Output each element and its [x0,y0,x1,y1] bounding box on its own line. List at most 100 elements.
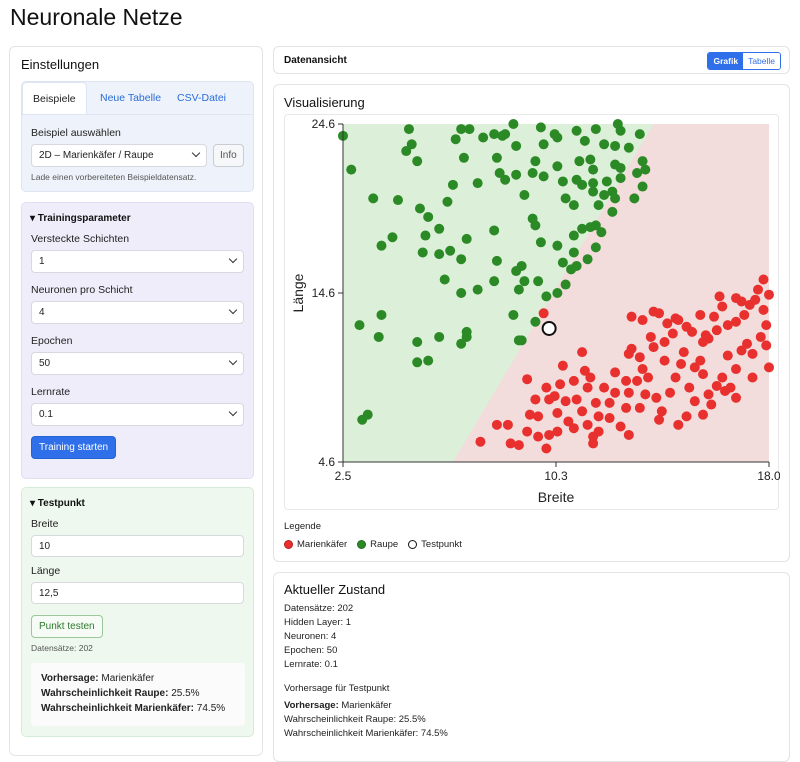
start-training-button[interactable]: Training starten [31,436,117,459]
learning-rate-select[interactable]: 0.1 [31,403,244,426]
raupe-point [508,309,519,320]
chevron-down-icon [228,356,238,366]
toggle-tabelle[interactable]: Tabelle [743,53,780,69]
raupe-point [552,161,563,172]
marienkaefer-point [659,337,670,348]
state-panel: Aktueller Zustand Datensätze: 202 Hidden… [273,572,790,762]
raupe-point [568,200,579,211]
legend-label-raupe: Raupe [370,539,399,550]
raupe-point [538,171,549,182]
tab-csv-datei[interactable]: CSV-Datei [177,92,227,104]
test-point-marker [541,320,557,336]
raupe-point [412,156,423,167]
raupe-point [615,162,626,173]
marienkaefer-point [687,326,698,337]
raupe-point [516,335,527,346]
raupe-point [535,122,546,133]
raupe-point [489,276,500,287]
marienkaefer-point [667,328,678,339]
testpoint-box: ▾ Testpunkt Breite 10 Länge 12,5 Punkt t… [21,487,254,737]
length-input[interactable]: 12,5 [31,582,244,604]
epochs-select[interactable]: 50 [31,352,244,375]
example-select[interactable]: 2D – Marienkäfer / Raupe [31,144,207,167]
marienkaefer-point [533,431,544,442]
state-epochs: Epochen: 50 [284,645,338,656]
raupe-point [434,331,445,342]
marienkaefer-point [541,382,552,393]
marienkaefer-point [552,407,563,418]
raupe-point [406,139,417,150]
prob-mk-label: Wahrscheinlichkeit Marienkäfer: [41,703,195,714]
raupe-point [552,240,563,251]
marienkaefer-point [593,411,604,422]
marienkaefer-point [722,320,733,331]
neurons-select[interactable]: 4 [31,301,244,324]
scatter-plot[interactable]: 2.5 10.3 18.0 4.6 14.6 24.6 Breite Länge [285,115,780,511]
hidden-layers-select[interactable]: 1 [31,250,244,273]
raupe-point [414,203,425,214]
prediction-label: Vorhersage: [41,673,99,684]
raupe-point [623,142,634,153]
state-records: Datensätze: 202 [284,603,354,614]
raupe-point [472,284,483,295]
raupe-point [461,326,472,337]
marienkaefer-point [758,304,769,315]
marienkaefer-point [491,419,502,430]
marienkaefer-point [731,364,742,375]
marienkaefer-point [753,284,764,295]
raupe-point [461,233,472,244]
marienkaefer-point [717,301,728,312]
prediction-result: Vorhersage: Marienkäfer Wahrscheinlichke… [31,663,245,726]
raupe-point [588,178,599,189]
marienkaefer-point [670,313,681,324]
raupe-point [527,168,538,179]
raupe-point [557,257,568,268]
raupe-point [434,249,445,260]
marienkaefer-point [695,309,706,320]
raupe-point [533,276,544,287]
marienkaefer-point [590,397,601,408]
width-input[interactable]: 10 [31,535,244,557]
marienkaefer-point [637,315,648,326]
x-tick-label: 10.3 [544,469,568,483]
raupe-point [442,196,453,207]
toggle-grafik[interactable]: Grafik [708,53,744,69]
marienkaefer-point [689,362,700,373]
marienkaefer-point [739,309,750,320]
chevron-down-icon [228,254,238,264]
raupe-point [530,220,541,231]
state-prob-mk: Wahrscheinlichkeit Marienkäfer: 74.5% [284,728,448,739]
marienkaefer-point [676,358,687,369]
raupe-point [560,193,571,204]
marienkaefer-point [538,308,549,319]
settings-title: Einstellungen [21,57,100,72]
tab-beispiele[interactable]: Beispiele [22,82,87,115]
raupe-point [590,242,601,253]
y-axis-label: Länge [290,273,306,312]
raupe-point [634,129,645,140]
marienkaefer-point [656,406,667,417]
raupe-point [599,189,610,200]
x-axis-label: Breite [538,489,575,505]
testpoint-header[interactable]: ▾ Testpunkt [30,498,85,509]
green-dot-icon [357,540,367,549]
raupe-point [610,140,621,151]
raupe-point [401,146,412,157]
tab-neue-tabelle[interactable]: Neue Tabelle [100,92,162,104]
info-button[interactable]: Info [213,144,244,167]
raupe-point [456,254,467,265]
raupe-point [472,178,483,189]
marienkaefer-point [560,396,571,407]
raupe-point [612,119,623,129]
prob-mk-value: 74.5% [196,703,226,714]
marienkaefer-point [742,338,753,349]
marienkaefer-point [524,409,535,420]
raupe-point [640,164,651,175]
legend: Marienkäfer Raupe Testpunkt [284,539,472,550]
raupe-point [494,168,505,179]
test-point-button[interactable]: Punkt testen [31,615,103,638]
raupe-point [615,173,626,184]
raupe-point [434,223,445,234]
training-header[interactable]: ▾ Trainingsparameter [30,213,131,224]
marienkaefer-point [695,355,706,366]
